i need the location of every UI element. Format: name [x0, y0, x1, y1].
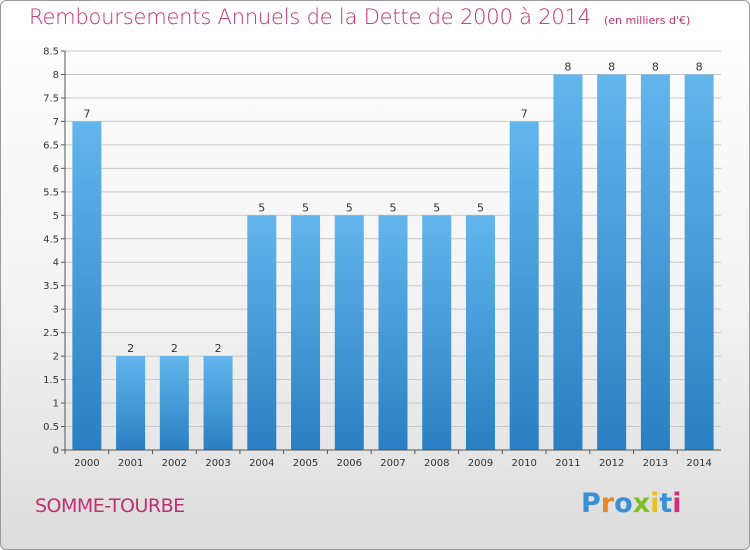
- y-tick-label: 0.5: [43, 422, 59, 433]
- x-tick-label: 2010: [511, 458, 536, 469]
- bar-2003: [203, 356, 233, 450]
- logo-letter: P: [581, 488, 601, 519]
- y-tick-label: 1: [53, 399, 59, 410]
- y-tick-label: 8.5: [43, 47, 59, 58]
- bar-2014: [684, 74, 714, 451]
- y-tick-label: 1.5: [43, 375, 59, 386]
- bar-2013: [640, 74, 670, 451]
- bar-2012: [597, 74, 627, 451]
- x-tick-label: 2004: [249, 458, 274, 469]
- bar-2010: [509, 121, 539, 450]
- y-tick-label: 3.5: [43, 281, 59, 292]
- commune-name: SOMME-TOURBE: [35, 495, 185, 517]
- x-tick-label: 2000: [74, 458, 99, 469]
- chart-subtitle: (en milliers d'€): [604, 14, 691, 27]
- data-label: 8: [564, 60, 571, 73]
- data-label: 5: [346, 201, 353, 214]
- bar-2011: [553, 74, 583, 451]
- y-tick-label: 3: [53, 305, 59, 316]
- data-label: 5: [302, 201, 309, 214]
- logo-letter: t: [659, 488, 673, 519]
- y-tick-label: 2: [53, 352, 59, 363]
- x-tick-label: 2007: [380, 458, 405, 469]
- x-tick-label: 2003: [205, 458, 230, 469]
- x-tick-label: 2005: [293, 458, 318, 469]
- bar-2000: [72, 121, 102, 450]
- data-label: 7: [521, 107, 528, 120]
- y-tick-label: 6.5: [43, 140, 59, 151]
- logo-letter: i: [650, 488, 660, 519]
- x-tick-label: 2011: [555, 458, 580, 469]
- y-tick-label: 7: [53, 117, 59, 128]
- x-tick-label: 2001: [118, 458, 143, 469]
- bar-2001: [116, 356, 146, 450]
- data-label: 5: [258, 201, 265, 214]
- y-tick-label: 5.5: [43, 187, 59, 198]
- x-tick-label: 2014: [686, 458, 711, 469]
- bar-2006: [334, 215, 364, 450]
- data-label: 2: [215, 342, 222, 355]
- x-tick-label: 2002: [162, 458, 187, 469]
- y-tick-label: 5: [53, 211, 59, 222]
- logo-letter: i: [672, 488, 682, 519]
- proxiti-logo: Proxiti: [581, 488, 682, 519]
- label-layer: 0 0.5 1 1.5 2 2.5 3 3.5 4 4.5 5 5.5 6 6.5 7 7.5 8 8.5 7 200…: [43, 47, 712, 470]
- bar-layer: [72, 74, 714, 451]
- bar-2004: [247, 215, 277, 450]
- y-tick-label: 2.5: [43, 328, 59, 339]
- bar-2002: [159, 356, 189, 450]
- data-label: 2: [171, 342, 178, 355]
- bar-2005: [291, 215, 321, 450]
- data-label: 2: [127, 342, 134, 355]
- bar-2007: [378, 215, 408, 450]
- logo-letter: o: [614, 488, 633, 519]
- logo-letter: r: [600, 488, 615, 519]
- data-label: 7: [83, 107, 90, 120]
- x-tick-label: 2008: [424, 458, 449, 469]
- x-tick-label: 2013: [643, 458, 668, 469]
- data-label: 5: [390, 201, 397, 214]
- data-label: 5: [477, 201, 484, 214]
- y-tick-label: 8: [53, 70, 59, 81]
- data-label: 8: [696, 60, 703, 73]
- axis-layer: [61, 50, 721, 454]
- y-tick-label: 7.5: [43, 93, 59, 104]
- bar-2008: [422, 215, 452, 450]
- x-tick-label: 2012: [599, 458, 624, 469]
- x-tick-label: 2009: [468, 458, 493, 469]
- chart-title: Remboursements Annuels de la Dette de 20…: [29, 5, 591, 29]
- y-tick-label: 4: [53, 258, 59, 269]
- logo-letter: x: [632, 488, 651, 519]
- y-tick-label: 0: [53, 446, 59, 457]
- x-tick-label: 2006: [337, 458, 362, 469]
- data-label: 8: [652, 60, 659, 73]
- bar-2009: [465, 215, 495, 450]
- y-tick-label: 4.5: [43, 234, 59, 245]
- data-label: 5: [433, 201, 440, 214]
- data-label: 8: [608, 60, 615, 73]
- title-row: Remboursements Annuels de la Dette de 20…: [29, 5, 690, 29]
- y-tick-label: 6: [53, 164, 59, 175]
